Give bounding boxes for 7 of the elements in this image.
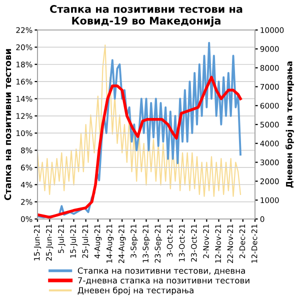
line-series [38,76,242,219]
legend-label: Стапка на позитивни тестови, дневна [78,267,245,275]
chart-title: Стапка на позитивни тестови на Ковид-19 во Македонија [50,5,242,27]
y2-axis-title: Дневен број на тестирања [286,62,294,188]
legend-label: 7-дневна стапка на позитивни тестови [78,277,250,285]
y-axis-title: Стапка на позитивни тестови [4,49,12,200]
legend-label: Дневен број на тестирања [78,286,194,295]
